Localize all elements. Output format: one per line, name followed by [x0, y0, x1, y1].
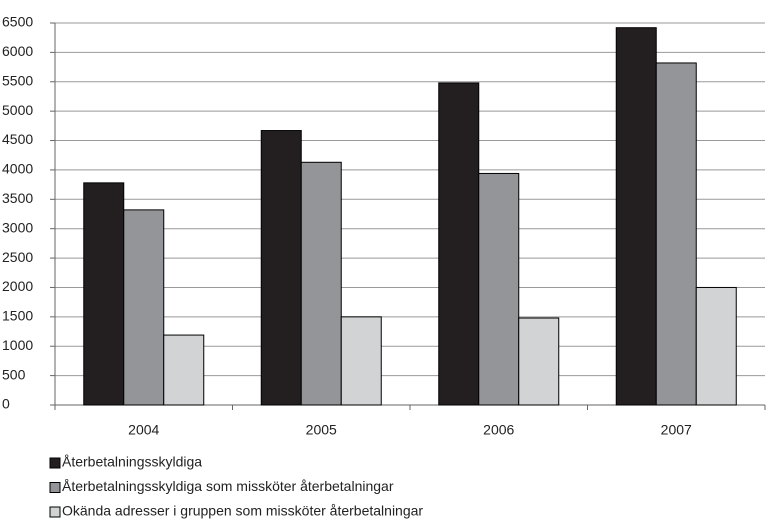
y-tick-label: 3500: [2, 190, 33, 206]
legend-swatch: [49, 482, 61, 493]
y-tick-label: 4500: [2, 131, 33, 147]
bar: [300, 161, 342, 406]
bar: [655, 62, 697, 406]
x-tick-label: 2005: [306, 422, 337, 438]
y-tick-label: 2500: [2, 249, 33, 265]
y-tick-label: 1000: [2, 337, 33, 353]
y-tick-label: 6500: [2, 14, 33, 30]
y-tick-label: 5500: [2, 72, 33, 88]
bar: [123, 209, 165, 406]
legend-swatch: [49, 506, 61, 518]
x-tick-label: 2007: [661, 422, 692, 438]
bar: [163, 334, 205, 406]
bar: [518, 317, 560, 406]
legend-label: Återbetalningsskyldiga: [62, 454, 202, 470]
legend-label: Återbetalningsskyldiga som missköter åte…: [62, 478, 394, 494]
x-tick-label: 2006: [483, 422, 514, 438]
y-tick-label: 500: [2, 366, 26, 382]
bar: [340, 316, 382, 406]
legend-label: Okända adresser i gruppen som missköter …: [62, 503, 423, 519]
y-tick-label: 6000: [2, 43, 33, 59]
y-tick-label: 5000: [2, 102, 33, 118]
bar: [615, 27, 657, 406]
bar: [478, 172, 520, 406]
y-tick-label: 0: [2, 396, 10, 412]
bar: [695, 286, 737, 406]
y-tick-label: 1500: [2, 308, 33, 324]
y-tick-label: 3000: [2, 219, 33, 235]
bar: [438, 82, 480, 406]
y-tick-label: 4000: [2, 161, 33, 177]
x-tick-label: 2004: [128, 422, 159, 438]
legend-swatch: [49, 457, 61, 469]
bar: [260, 130, 302, 406]
bar: [83, 182, 125, 406]
y-tick-label: 2000: [2, 278, 33, 294]
